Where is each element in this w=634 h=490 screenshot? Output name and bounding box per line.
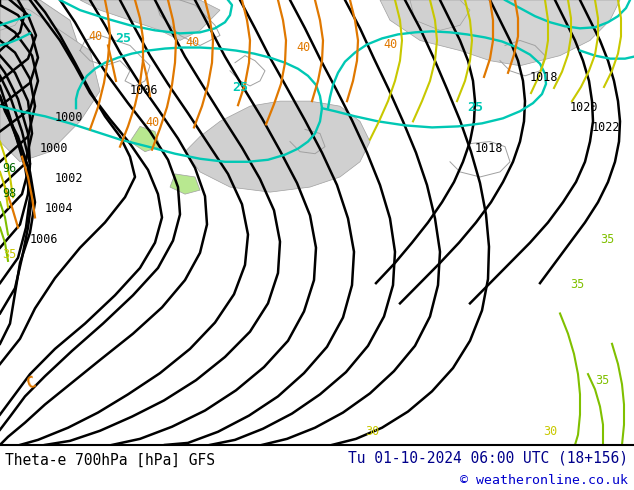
- Text: 40: 40: [185, 35, 199, 49]
- Text: C: C: [25, 375, 39, 392]
- Text: 1000: 1000: [40, 142, 68, 155]
- Text: 35: 35: [600, 233, 614, 245]
- Polygon shape: [130, 126, 160, 152]
- Text: 30: 30: [365, 425, 379, 438]
- Polygon shape: [80, 0, 220, 41]
- Text: 40: 40: [145, 117, 159, 129]
- Text: 25: 25: [467, 101, 483, 114]
- Polygon shape: [170, 174, 200, 194]
- Text: 1006: 1006: [130, 84, 158, 97]
- Text: 25: 25: [232, 81, 248, 94]
- Polygon shape: [410, 0, 470, 30]
- Text: 1006: 1006: [30, 233, 58, 245]
- Text: 35: 35: [2, 248, 16, 261]
- Text: 1020: 1020: [570, 101, 598, 114]
- Text: 25: 25: [115, 32, 131, 46]
- Text: Tu 01-10-2024 06:00 UTC (18+156): Tu 01-10-2024 06:00 UTC (18+156): [347, 450, 628, 465]
- Text: Theta-e 700hPa [hPa] GFS: Theta-e 700hPa [hPa] GFS: [5, 453, 215, 468]
- Polygon shape: [0, 0, 25, 30]
- Polygon shape: [0, 0, 80, 101]
- Text: 35: 35: [595, 374, 609, 387]
- Text: 35: 35: [570, 278, 585, 291]
- Text: 1002: 1002: [55, 172, 84, 185]
- Text: 40: 40: [296, 41, 310, 53]
- Text: 40: 40: [383, 38, 398, 50]
- Text: 1018: 1018: [530, 71, 559, 84]
- Text: 1000: 1000: [55, 111, 84, 124]
- Polygon shape: [185, 101, 370, 192]
- Text: 98: 98: [2, 187, 16, 200]
- Polygon shape: [380, 0, 620, 66]
- Polygon shape: [0, 0, 100, 162]
- Text: 1018: 1018: [475, 142, 503, 155]
- Text: 30: 30: [543, 425, 557, 438]
- Text: 96: 96: [2, 162, 16, 175]
- Text: © weatheronline.co.uk: © weatheronline.co.uk: [460, 473, 628, 487]
- Text: 1022: 1022: [592, 122, 621, 134]
- Text: 1004: 1004: [45, 202, 74, 215]
- Text: 40: 40: [88, 30, 102, 44]
